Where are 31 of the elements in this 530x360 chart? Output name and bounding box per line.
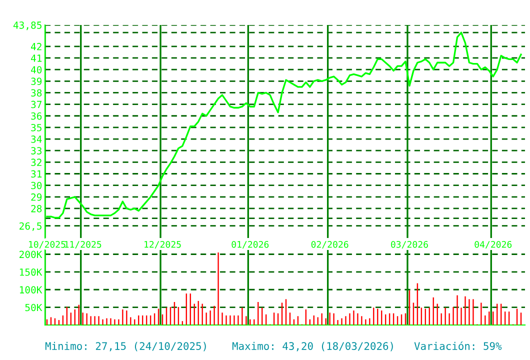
x-tick-label: 10/2025	[29, 240, 66, 249]
y-tick-label: 38	[31, 89, 42, 97]
y-tick-label: 50K	[25, 304, 42, 312]
y-tick-label: 31	[31, 170, 42, 178]
y-tick-label: 100K	[20, 286, 42, 294]
y-tick-label: 41	[31, 54, 42, 62]
y-tick-label: 42	[31, 42, 42, 50]
y-tick-label: 36	[31, 112, 42, 120]
y-tick-label: 39	[31, 78, 42, 85]
y-tick-label: 33	[31, 147, 42, 154]
y-tick-label: 29	[31, 193, 42, 201]
y-tick-label: 43,85	[13, 22, 42, 30]
y-tick-label: 37	[31, 100, 42, 108]
x-tick-label: 01/2026	[232, 240, 269, 249]
y-tick-label: 200K	[20, 250, 42, 258]
text: Minimo: 27,15 (24/10/2025)	[45, 342, 206, 352]
text: Variación: 59%	[414, 342, 502, 350]
y-tick-label: 32	[31, 158, 42, 166]
y-tick-label: 35	[31, 124, 42, 132]
y-tick-label: 28	[31, 204, 42, 212]
x-tick-label: 03/2026	[391, 240, 428, 249]
x-tick-label: 04/2026	[474, 240, 512, 249]
y-tick-label: 150K	[20, 268, 42, 276]
x-tick-label: 02/2026	[311, 240, 348, 249]
y-tick-label: 26,5	[20, 222, 42, 231]
x-tick-label: 12/2025	[144, 240, 181, 249]
y-tick-label: 34	[31, 136, 42, 143]
x-tick-label: 11/2025	[64, 240, 102, 249]
y-tick-label: 30	[31, 182, 42, 190]
y-tick-label: 40	[31, 66, 42, 74]
text: Maximo: 43,20 (18/03/2026)	[232, 342, 393, 352]
